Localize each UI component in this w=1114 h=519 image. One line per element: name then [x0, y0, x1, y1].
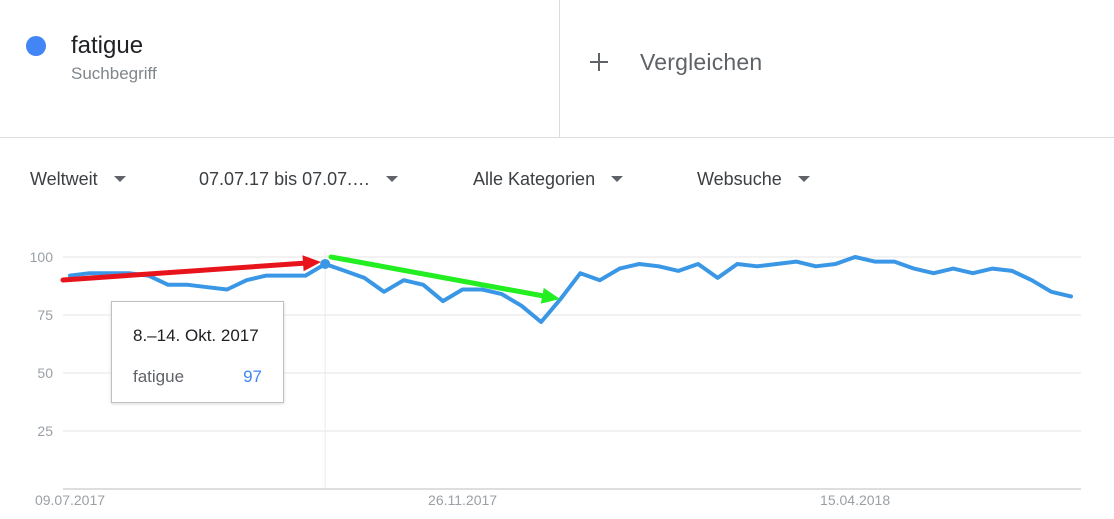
- green-arrow-icon-shaft: [328, 254, 545, 299]
- region-label: Weltweit: [30, 168, 98, 189]
- term-color-dot-icon: [26, 36, 46, 56]
- chart-tooltip: 8.–14. Okt. 2017 fatigue 97: [111, 301, 284, 403]
- series-line-fatigue: [68, 255, 1073, 324]
- x-tick-label: 15.04.2018: [820, 492, 890, 508]
- tooltip-term: fatigue: [133, 367, 185, 386]
- compare-label: Vergleichen: [640, 48, 763, 75]
- chevron-down-icon: [113, 176, 126, 182]
- compare-button[interactable]: Vergleichen: [590, 44, 762, 80]
- plus-icon: [590, 53, 608, 71]
- timerange-label: 07.07.17 bis 07.07.…: [199, 168, 371, 189]
- green-arrow-icon-head: [540, 287, 560, 304]
- annotation-arrows: [60, 254, 560, 304]
- y-tick-label: 100: [30, 249, 54, 265]
- category-label: Alle Kategorien: [473, 168, 596, 189]
- x-axis-ticks: 09.07.2017 26.11.2017 15.04.2018: [35, 492, 890, 508]
- chart-series: [68, 255, 1073, 324]
- chevron-down-icon: [797, 176, 810, 182]
- hover-point: [320, 258, 331, 269]
- chevron-down-icon: [611, 176, 624, 182]
- y-tick-label: 75: [37, 307, 53, 323]
- y-axis-ticks: 100 75 50 25: [30, 249, 54, 439]
- search-term-card[interactable]: fatigue Suchbegriff: [0, 0, 560, 137]
- red-arrow-icon: [60, 255, 321, 283]
- search-term-bar: fatigue Suchbegriff Vergleichen: [0, 0, 1114, 138]
- tooltip-date: 8.–14. Okt. 2017: [133, 326, 259, 345]
- category-dropdown[interactable]: Alle Kategorien: [473, 165, 624, 193]
- timerange-dropdown[interactable]: 07.07.17 bis 07.07.…: [199, 165, 399, 193]
- term-name[interactable]: fatigue: [71, 32, 144, 59]
- region-dropdown[interactable]: Weltweit: [30, 165, 126, 193]
- chevron-down-icon: [386, 176, 399, 182]
- y-tick-label: 50: [37, 365, 53, 381]
- x-tick-label: 26.11.2017: [428, 492, 497, 508]
- y-tick-label: 25: [37, 423, 53, 439]
- search-type-dropdown[interactable]: Websuche: [697, 165, 810, 193]
- tooltip-value: 97: [243, 367, 262, 386]
- chart-gridlines: [63, 256, 1081, 490]
- red-arrow-icon-head: [302, 255, 321, 272]
- search-type-label: Websuche: [697, 168, 782, 189]
- term-type-label: Suchbegriff: [71, 64, 157, 83]
- green-arrow-icon: [328, 254, 560, 304]
- x-tick-label: 09.07.2017: [35, 492, 105, 508]
- red-arrow-icon-shaft: [60, 260, 306, 283]
